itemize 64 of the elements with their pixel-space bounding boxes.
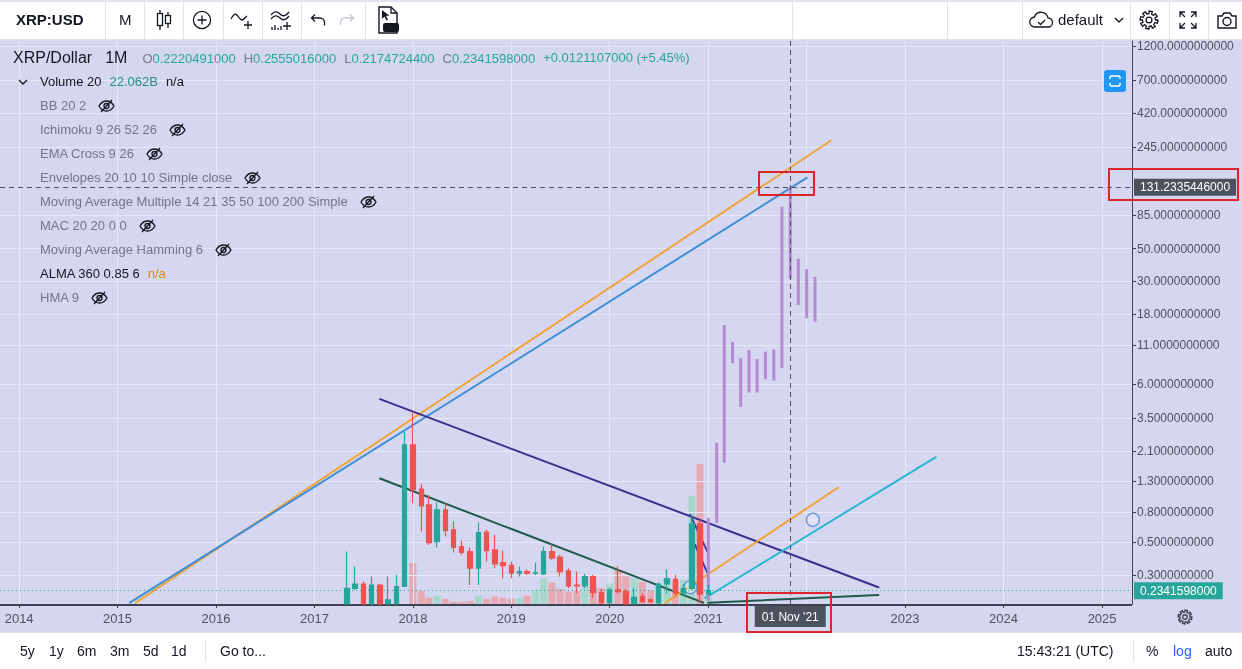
annotation: ALMA 360 0.85 6 — [40, 266, 140, 282]
x-tick-label: 2019 — [496, 611, 526, 626]
y-tick-label: 6.0000000000 — [1137, 376, 1215, 391]
x-tick-label: 2021 — [693, 611, 723, 626]
x-tick-label: 2014 — [4, 611, 34, 626]
y-tick-label: 3.5000000000 — [1137, 411, 1215, 426]
y-tick-label: 420.0000000000 — [1137, 106, 1228, 121]
text: M — [119, 11, 132, 28]
annotation: MAC 20 20 0 0 — [40, 218, 127, 234]
x-tick-label: 2018 — [398, 611, 428, 626]
y-tick-label: 30.0000000000 — [1137, 274, 1221, 289]
y-tick-label: 0.3000000000 — [1137, 567, 1215, 582]
annotation: L0.2174724400 — [344, 50, 435, 66]
annotation: +0.0121107000 (+5.45%) — [543, 50, 690, 66]
annotation: n/a — [165, 74, 184, 90]
x-tick-label: 2023 — [890, 611, 920, 626]
annotation: 22.062B — [109, 74, 158, 90]
y-tick-label: 50.0000000000 — [1137, 241, 1221, 256]
annotation: n/a — [147, 266, 166, 282]
annotation: BB 20 2 — [40, 98, 87, 114]
y-tick-label: 2.1000000000 — [1137, 443, 1215, 458]
text: 15:43:21 (UTC) — [1017, 643, 1114, 659]
annotation: EMA Cross 9 26 — [40, 146, 134, 162]
ref-line-label: 131.2335446000 — [1140, 180, 1231, 195]
ref-line-label: 01 Nov '21 — [761, 610, 820, 624]
x-tick-label: 2016 — [201, 611, 231, 626]
text: Go to... — [220, 643, 266, 659]
y-tick-label: 18.0000000000 — [1137, 306, 1221, 321]
annotation: Moving Average Hamming 6 — [40, 242, 204, 258]
y-tick-label: 0.8000000000 — [1137, 505, 1215, 520]
annotation: Volume 20 — [40, 74, 102, 90]
annotation: Ichimoku 9 26 52 26 — [40, 122, 158, 138]
text: % — [1146, 643, 1159, 659]
text: XRP/Dollar — [13, 49, 93, 67]
annotation: O0.2220491000 — [142, 50, 236, 66]
text: 1y — [49, 643, 64, 659]
annotation: HMA 9 — [40, 290, 80, 306]
y-tick-label: 1.3000000000 — [1137, 474, 1215, 489]
text: 1d — [171, 643, 187, 659]
text: auto — [1205, 643, 1233, 659]
y-tick-label: 245.0000000000 — [1137, 140, 1228, 155]
y-tick-label: 11.0000000000 — [1137, 338, 1220, 353]
y-tick-label: 0.5000000000 — [1137, 535, 1215, 550]
text: log — [1173, 643, 1192, 659]
text: 3m — [110, 643, 130, 659]
y-tick-label: 85.0000000000 — [1137, 207, 1221, 222]
text: XRP:USD — [16, 11, 84, 28]
text: default — [1058, 11, 1104, 28]
x-tick-label: 2020 — [595, 611, 625, 626]
ref-line-label: 0.2341598000 — [1140, 583, 1218, 598]
y-tick-label: 1200.0000000000 — [1137, 39, 1235, 54]
annotation: Moving Average Multiple 14 21 35 50 100 200 Simple — [40, 194, 348, 210]
text: 5y — [20, 643, 35, 659]
x-tick-label: 2017 — [300, 611, 329, 626]
text: 1M — [105, 49, 128, 67]
annotation: C0.2341598000 — [442, 50, 536, 66]
text: 5d — [143, 643, 159, 659]
y-tick-label: 700.0000000000 — [1137, 73, 1228, 88]
annotation: Envelopes 20 10 10 Simple close — [40, 170, 233, 186]
text: 6m — [77, 643, 97, 659]
x-tick-label: 2015 — [103, 611, 132, 626]
x-tick-label: 2025 — [1087, 611, 1117, 626]
annotation: H0.2555016000 — [243, 50, 337, 66]
x-tick-label: 2024 — [988, 611, 1018, 626]
